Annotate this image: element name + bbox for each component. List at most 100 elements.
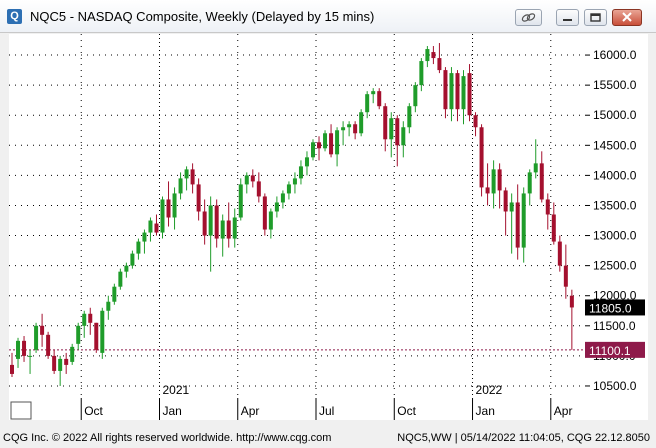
candle-down [22,340,27,356]
minimize-icon [563,19,572,21]
minimize-button[interactable] [556,9,579,26]
candle-up [118,271,123,287]
candle-up [16,340,21,359]
chart-plot-area[interactable]: 2021 2022 [9,34,585,398]
candle-down [431,52,436,59]
window-titlebar: Q NQC5 - NASDAQ Composite, Weekly (Delay… [0,0,656,33]
candle-up [232,217,237,239]
candle-down [473,115,478,128]
candle-up [413,85,418,107]
candle-down [479,127,484,188]
candle-down [497,169,502,191]
candle-down [455,73,460,110]
candle-down [551,214,556,242]
candle-up [172,193,177,218]
candle-up [106,301,111,311]
restore-button[interactable] [584,9,607,26]
candle-up [286,184,291,194]
month-label: Jul [319,404,334,418]
price-tick-label: 11500.0 [593,319,636,333]
reference-price-box [585,341,645,358]
candle-up [365,94,370,113]
candle-up [280,193,285,203]
candle-up [311,142,315,158]
candle-up [220,220,225,239]
price-tick-label: 14500.0 [593,138,637,152]
candle-down [437,58,442,71]
restore-icon [590,13,601,22]
candle-up [323,133,328,149]
candle-down [196,184,201,212]
chart-window-icon[interactable]: Q [7,9,22,24]
close-button[interactable] [612,9,642,26]
candle-up [292,178,297,185]
candle-up [112,286,117,302]
price-tick-label: 13500.0 [593,198,637,212]
window-title: NQC5 - NASDAQ Composite, Weekly (Delayed… [30,9,375,24]
candle-down [40,325,45,335]
candle-up [184,169,189,179]
candle-down [317,142,322,149]
candle-up [298,166,303,179]
candle-up [371,91,376,95]
candle-up [58,358,63,371]
candle-down [395,118,400,146]
candle-up [527,172,532,194]
price-axis[interactable]: 10500.011000.011500.012000.012500.013000… [585,34,648,398]
candle-down [539,163,544,200]
candle-down [557,241,562,266]
candle-up [347,124,352,128]
candle-down [64,358,69,365]
candle-down [515,202,520,248]
month-label: Oct [84,404,103,418]
candle-up [142,232,147,242]
candle-up [335,130,340,155]
candle-up [389,118,394,140]
price-tick-label: 15500.0 [593,78,637,92]
session-info-text: NQC5,WW | 05/14/2022 11:04:05, CQG 22.12… [397,432,650,444]
candle-up [268,211,273,230]
candle-down [545,199,550,215]
candle-down [10,364,14,374]
candle-down [353,124,358,134]
price-tick-label: 12000.0 [593,289,637,303]
last-price-box [585,299,645,316]
link-button[interactable] [515,9,542,26]
candle-up [76,325,81,344]
price-tick-label: 15000.0 [593,108,637,122]
candle-up [100,310,105,353]
month-label: Apr [241,404,260,418]
time-axis[interactable]: Oct Jan Apr Jul Oct Jan Apr [9,398,648,420]
candle-down [383,106,388,140]
candle-up [449,73,454,110]
candle-up [407,106,412,128]
candle-up [28,355,33,357]
price-tick-label: 16000.0 [593,48,637,62]
month-label: Apr [554,404,573,418]
candle-down [154,223,159,233]
candle-down [250,175,255,182]
candle-up [341,127,346,131]
candle-down [52,355,57,371]
candle-up [238,184,243,218]
month-label: Oct [397,404,416,418]
candle-up [401,127,406,146]
candle-down [569,295,574,308]
candle-down [214,205,219,239]
candle-down [166,199,171,218]
status-bar: CQG Inc. © 2022 All rights reserved worl… [0,426,656,448]
candle-up [124,265,129,272]
candle-up [461,76,466,110]
candle-up [359,112,364,134]
candle-up [425,49,430,62]
year-label: 2021 [162,383,189,397]
price-tick-label: 12500.0 [593,259,637,273]
candle-down [46,334,51,356]
candle-down [262,196,267,230]
candle-up [70,346,75,362]
price-chart[interactable]: 2021 2022 [9,34,585,398]
candle-up [521,193,526,248]
price-tick-label: 13000.0 [593,229,637,243]
copyright-text: CQG Inc. © 2022 All rights reserved worl… [3,432,332,444]
candle-up [148,220,153,233]
